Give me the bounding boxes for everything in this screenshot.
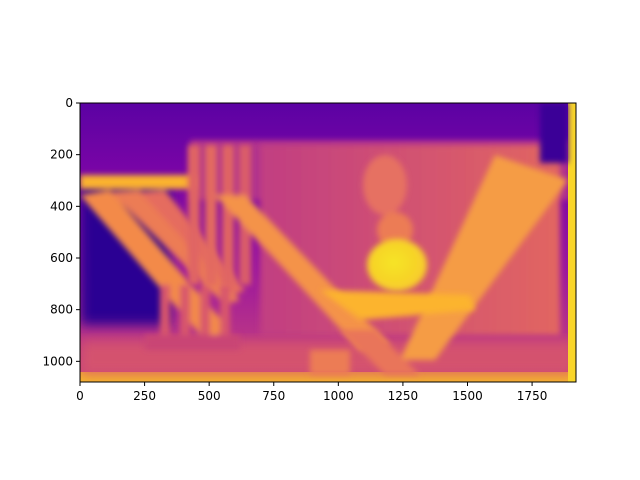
- heatmap-center-chair: [188, 145, 390, 350]
- y-tick-label: 1000: [42, 354, 73, 368]
- heatmap-top-right-dark: [540, 103, 568, 163]
- heatmap-ball: [367, 239, 427, 291]
- heatmap-table-top: [320, 290, 475, 320]
- x-axis: 0 250 500 750 1000 1250 1500 1750: [76, 382, 547, 403]
- x-tick-label: 1250: [388, 389, 419, 403]
- axes-frame: [79, 102, 577, 383]
- y-tick-label: 400: [50, 199, 73, 213]
- x-tick-label: 500: [198, 389, 221, 403]
- y-tick-label: 0: [65, 96, 73, 110]
- y-axis: 0 200 400 600 800 1000: [42, 96, 80, 368]
- y-tick-label: 600: [50, 251, 73, 265]
- heatmap-image: [80, 103, 576, 382]
- x-tick-label: 750: [262, 389, 285, 403]
- x-tick-label: 1000: [323, 389, 354, 403]
- x-tick-label: 1500: [452, 389, 483, 403]
- x-tick-label: 1750: [517, 389, 548, 403]
- x-tick-label: 250: [133, 389, 156, 403]
- heatmap-right-strip: [568, 103, 576, 382]
- heatmap-plant: [363, 155, 413, 248]
- y-tick-label: 800: [50, 303, 73, 317]
- y-tick-label: 200: [50, 148, 73, 162]
- heatmap-floor-strip: [80, 372, 576, 382]
- x-tick-label: 0: [76, 389, 84, 403]
